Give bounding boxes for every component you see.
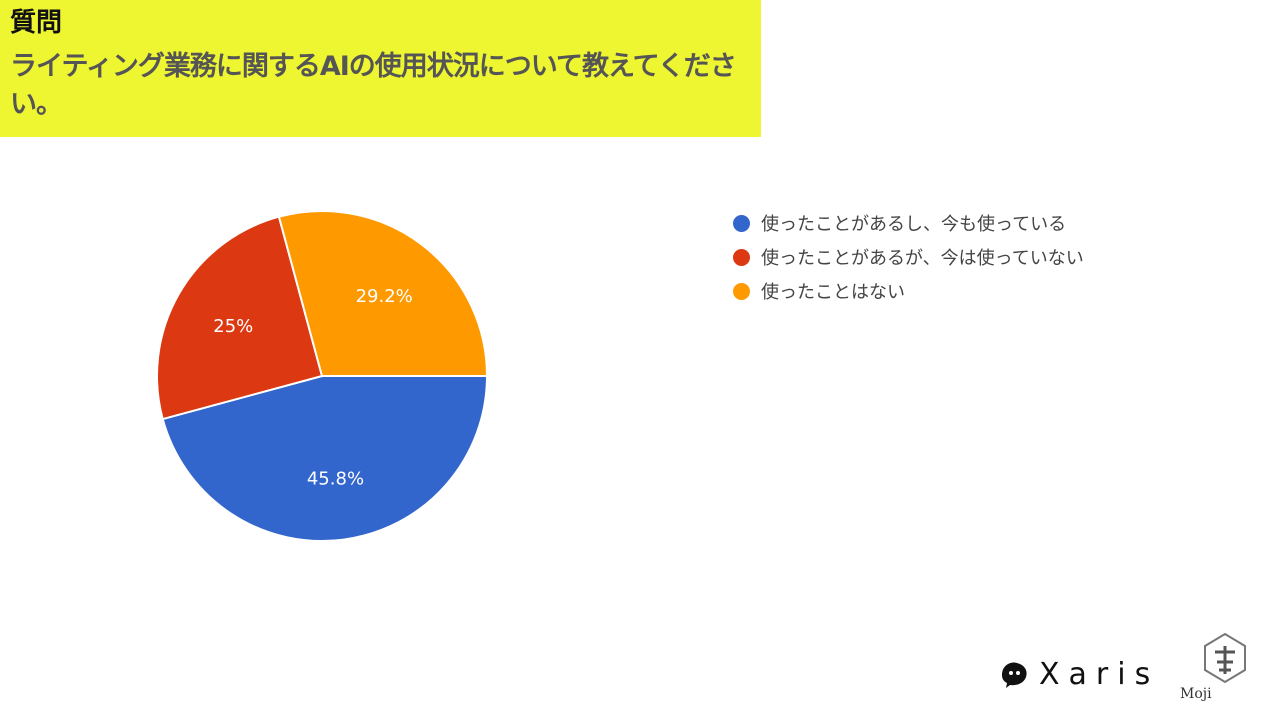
moji-guild-brand: Moji xyxy=(1175,630,1275,708)
pie-slice-never-used xyxy=(277,210,489,377)
legend-label: 使ったことがあるし、今も使っている xyxy=(761,214,1067,235)
pie-slice-still-using xyxy=(161,375,489,542)
moji-wordmark: Moji xyxy=(1180,686,1212,702)
pie-data-label: 45.8% xyxy=(307,468,364,489)
legend-item-still-using: 使ったことがあるし、今も使っている xyxy=(733,206,1084,240)
chart-legend: 使ったことがあるし、今も使っている 使ったことがあるが、今は使っていない 使った… xyxy=(733,206,1084,308)
question-label: 質問 xyxy=(10,8,63,38)
moji-guild-logo-icon xyxy=(1204,632,1246,684)
legend-swatch-blue xyxy=(733,214,750,232)
question-header: 質問 ライティング業務に関するAIの使用状況について教えてください。 xyxy=(0,0,761,137)
xaris-wordmark: Xaris xyxy=(1039,656,1160,692)
pie-data-label: 29.2% xyxy=(356,286,413,307)
xaris-brand: Xaris xyxy=(997,656,1159,692)
legend-swatch-red xyxy=(733,248,750,266)
legend-label: 使ったことがあるが、今は使っていない xyxy=(761,248,1084,269)
legend-item-used-before: 使ったことがあるが、今は使っていない xyxy=(733,240,1084,274)
xaris-logo-icon xyxy=(1002,662,1027,688)
pie-slice-used-before xyxy=(156,215,324,421)
legend-swatch-orange xyxy=(733,282,750,300)
legend-item-never-used: 使ったことはない xyxy=(733,274,1084,308)
legend-label: 使ったことはない xyxy=(761,282,905,303)
pie-data-label: 25% xyxy=(213,316,253,337)
question-text: ライティング業務に関するAIの使用状況について教えてください。 xyxy=(10,51,737,120)
